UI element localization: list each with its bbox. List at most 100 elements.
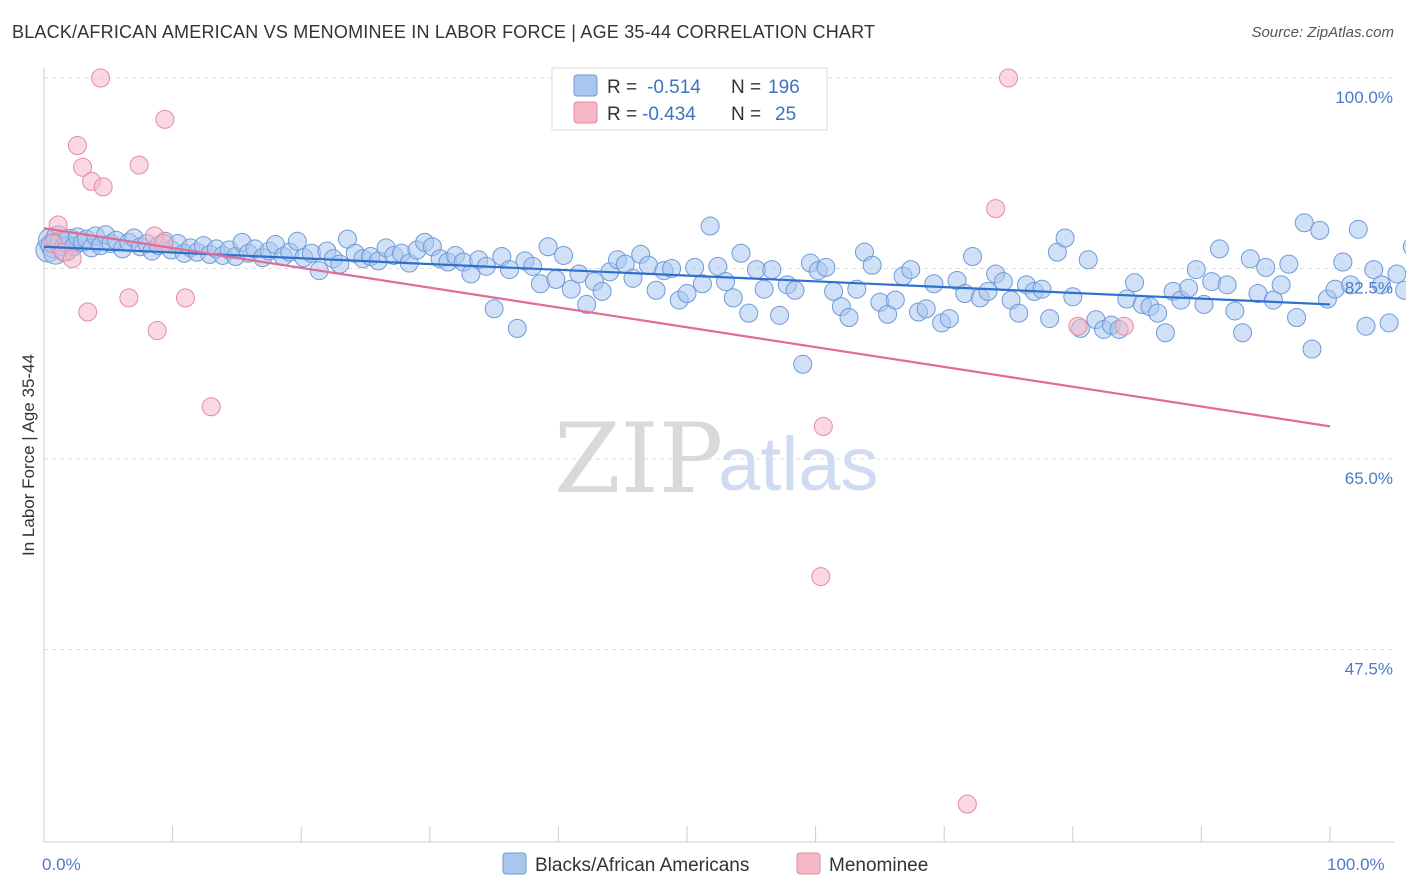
point-blacks [1009,303,1029,323]
point-blacks [1148,303,1168,323]
point-blacks [723,288,743,308]
point-blacks [577,294,597,314]
point-menominee [91,68,111,88]
point-menominee [957,794,977,814]
point-blacks [1379,313,1399,333]
x-tick-label-left: 0.0% [42,855,81,874]
point-menominee [154,233,174,253]
point-menominee [999,68,1018,88]
axes [43,68,1394,843]
legend-top-n-value-blacks: 196 [768,77,800,98]
point-menominee [119,288,139,308]
point-blacks [1364,260,1384,280]
legend-top-swatch-blacks [573,74,598,97]
grid-lines [44,77,1394,651]
watermark-zip: ZIP [554,403,723,515]
legend-top-n-label-menominee: N = [731,104,761,125]
point-blacks [330,254,350,274]
point-blacks [1287,307,1307,327]
trend-line-menominee [43,227,1331,428]
point-blacks [592,281,612,301]
point-menominee [813,416,833,436]
point-menominee [78,302,98,322]
point-blacks [731,243,751,263]
x-tick-label-right: 100.0% [1327,855,1385,874]
point-blacks [901,260,921,280]
point-blacks [1202,272,1222,292]
point-blacks [1032,279,1052,299]
point-menominee [62,249,82,269]
point-blacks [1225,301,1245,321]
legend-top-r-label-menominee: R = [607,104,637,125]
point-blacks [1063,287,1083,307]
watermark: ZIP atlas [554,403,879,515]
legend-top-r-value-menominee: -0.434 [642,104,696,125]
point-blacks [1209,239,1229,259]
legend-bottom-label-menominee: Menominee [829,855,928,876]
point-blacks [646,280,666,300]
point-blacks [1371,275,1391,295]
point-blacks [1055,228,1075,248]
point-blacks [1402,239,1406,254]
point-blacks [708,256,728,276]
legend-bottom-label-blacks: Blacks/African Americans [535,855,749,876]
point-blacks [1155,323,1175,343]
trend-lines [43,227,1331,428]
point-blacks [762,260,782,280]
legend-top-box [551,67,828,131]
legend-top-swatch-menominee [573,101,598,124]
point-blacks [1179,278,1199,298]
x-axis-ticks [172,826,1331,842]
point-blacks [1263,290,1283,310]
point-blacks [507,318,527,338]
source-label: Source: ZipAtlas.com [1251,24,1394,41]
point-blacks [538,237,558,257]
point-blacks [662,259,682,279]
y-tick-label: 82.5% [1345,279,1393,298]
point-blacks [1240,249,1260,269]
legend-top-r-label-blacks: R = [607,77,637,98]
point-blacks [700,216,720,236]
point-blacks [1356,316,1376,336]
y-tick-label: 100.0% [1335,88,1393,107]
point-blacks [816,257,836,277]
point-blacks [770,305,790,325]
point-blacks [939,309,959,329]
point-blacks [962,247,982,267]
point-blacks [561,279,581,299]
point-blacks [793,354,813,374]
point-menominee [175,288,195,308]
watermark-atlas: atlas [718,422,879,507]
legend-top-n-value-menominee: 25 [775,104,796,125]
point-blacks [692,274,712,294]
point-blacks [554,245,574,265]
point-blacks [1256,257,1276,277]
point-blacks [1348,219,1368,239]
point-blacks [993,272,1013,292]
point-menominee [811,567,831,587]
legend-bottom-swatch-blacks [502,852,527,875]
trend-line-blacks [43,245,1331,306]
y-tick-label: 47.5% [1345,660,1393,679]
point-menominee [155,109,175,129]
point-blacks [1310,220,1330,240]
point-blacks [924,274,944,294]
point-blacks [287,231,307,251]
point-blacks [978,281,998,301]
point-blacks [1395,280,1406,300]
y-axis-label: In Labor Force | Age 35-44 [19,354,38,556]
point-blacks [1078,250,1098,270]
legend-bottom: Blacks/African Americans Menominee [502,852,928,876]
point-blacks [500,260,520,280]
point-blacks [1341,275,1361,295]
point-blacks [1279,254,1299,274]
point-blacks [685,257,705,277]
point-menominee [1068,316,1088,336]
point-blacks [546,269,566,289]
point-blacks [862,255,882,275]
y-axis-tick-labels: 100.0% 82.5% 65.0% 47.5% [1335,88,1393,679]
point-blacks [1302,339,1322,359]
point-blacks [885,290,905,310]
point-blacks [739,303,759,323]
